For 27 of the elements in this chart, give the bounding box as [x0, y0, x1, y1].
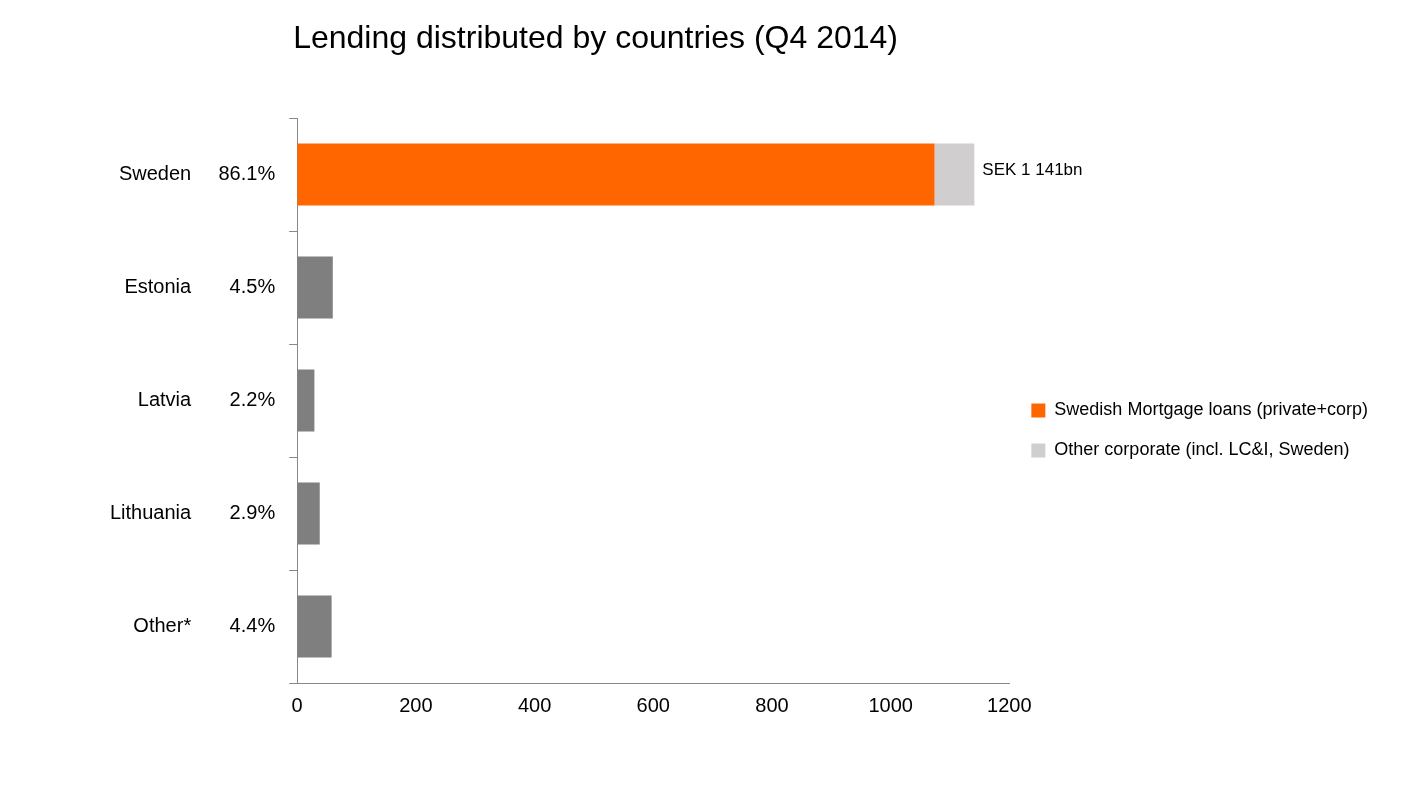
bar	[297, 256, 333, 319]
bar	[297, 595, 332, 658]
chart-title: Lending distributed by countries (Q4 2014)	[293, 19, 898, 55]
y-tick-label: Estonia	[124, 275, 193, 298]
bar	[297, 369, 315, 432]
y-tick-label: Latvia	[137, 388, 193, 411]
x-tick-label: 600	[636, 693, 670, 716]
x-tick-label: 400	[517, 693, 552, 716]
legend-label: Other corporate (incl. LC&I, Sweden)	[1054, 439, 1350, 460]
total-label: SEK 1 141bn	[982, 159, 1083, 179]
text: 2.2%	[229, 388, 276, 411]
x-tick-label: 800	[755, 693, 789, 716]
y-tick-label: Sweden	[118, 162, 192, 185]
bar	[934, 143, 975, 206]
text: 2.9%	[229, 501, 276, 524]
x-tick-label: 0	[291, 693, 303, 716]
x-tick-label: 1200	[987, 693, 1032, 716]
bar	[297, 143, 935, 206]
bar	[297, 482, 320, 545]
x-tick-label: 1000	[868, 693, 913, 716]
text: 4.4%	[229, 614, 276, 637]
y-tick-label: Lithuania	[109, 501, 193, 524]
legend-label: Swedish Mortgage loans (private+corp)	[1054, 399, 1368, 420]
x-tick-label: 200	[399, 693, 433, 716]
y-tick-label: Other*	[133, 614, 192, 637]
text: 86.1%	[218, 162, 276, 185]
text: 4.5%	[229, 275, 276, 298]
